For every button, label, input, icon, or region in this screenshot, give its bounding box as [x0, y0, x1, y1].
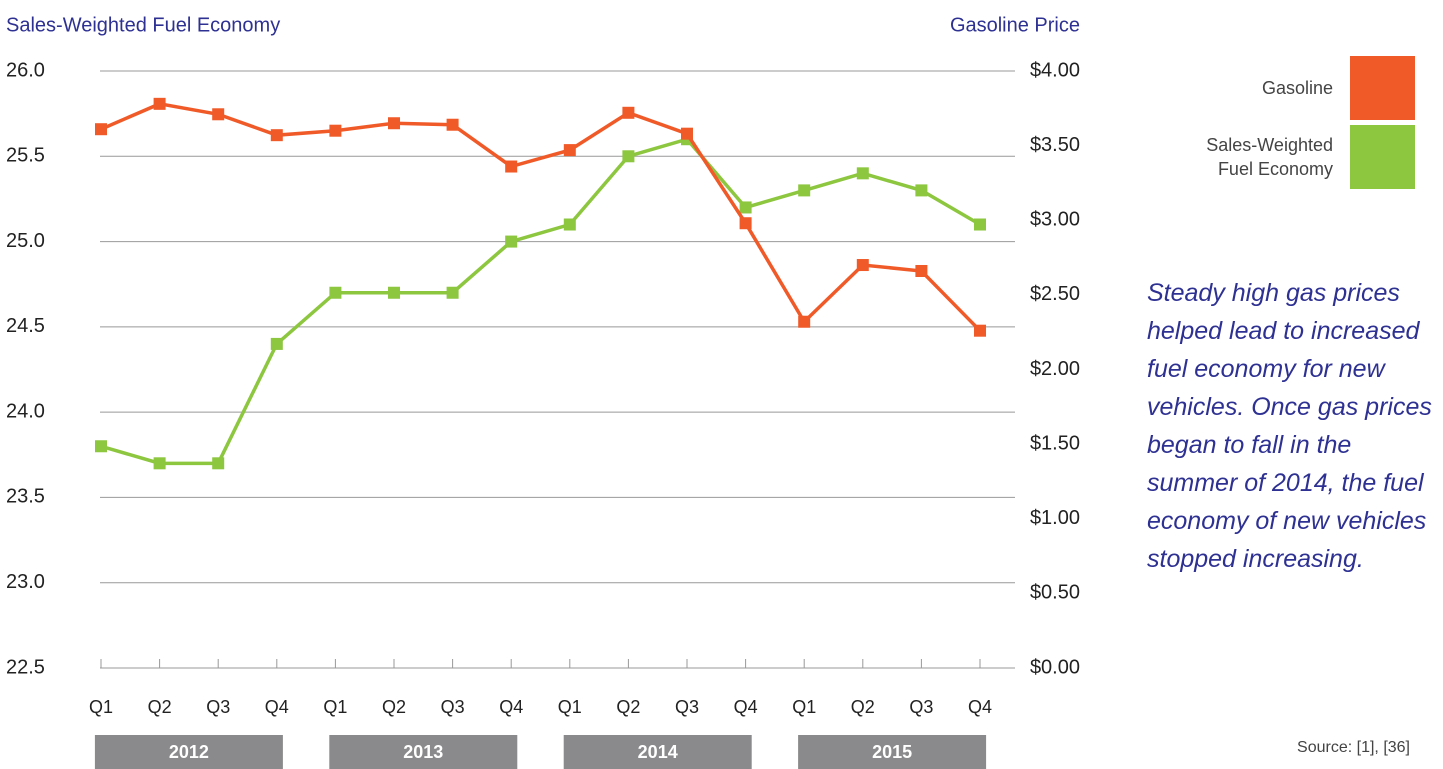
y-tick-label: 23.0 — [6, 571, 45, 593]
x-tick-label: Q1 — [792, 697, 816, 717]
y-tick-label: 24.0 — [6, 400, 45, 422]
point — [798, 315, 811, 328]
point — [563, 144, 576, 157]
x-tick-label: Q3 — [675, 697, 699, 717]
y2-tick-label: $0.00 — [1030, 656, 1080, 678]
x-tick-label: Q4 — [968, 697, 992, 717]
x-tick-label: Q3 — [441, 697, 465, 717]
x-tick-label: Q2 — [148, 697, 172, 717]
y2-tick-label: $1.00 — [1030, 507, 1080, 529]
point — [974, 324, 986, 337]
series-line — [100, 102, 982, 332]
point — [505, 235, 518, 248]
year-box — [329, 735, 518, 769]
point — [270, 129, 283, 142]
year-label: 2013 — [403, 742, 443, 762]
y2-tick-label: $3.50 — [1030, 134, 1080, 156]
y2-axis-title: Gasoline Price — [950, 14, 1080, 36]
year-box — [563, 735, 752, 769]
legend-label: Gasoline — [1261, 78, 1333, 98]
x-tick-label: Q2 — [616, 697, 640, 717]
legend-swatch — [1350, 125, 1415, 189]
y-tick-label: 24.5 — [6, 315, 45, 337]
y-tick-label: 26.0 — [6, 59, 45, 81]
point — [212, 108, 225, 121]
legend-label: Sales-Weighted Fuel Economy — [1206, 135, 1333, 179]
y2-tick-label: $0.50 — [1030, 582, 1080, 604]
point — [212, 457, 225, 470]
x-tick-label: Q1 — [89, 697, 113, 717]
x-tick-label: Q1 — [323, 697, 347, 717]
x-tick-label: Q3 — [909, 697, 933, 717]
x-tick-label: Q2 — [382, 697, 406, 717]
point — [270, 337, 283, 350]
point — [388, 117, 400, 130]
point — [622, 106, 635, 119]
y2-tick-label: $3.00 — [1030, 209, 1080, 231]
x-tick-label: Q1 — [558, 697, 582, 717]
point — [329, 286, 342, 299]
point — [388, 286, 400, 299]
y-axis-title: Sales-Weighted Fuel Economy — [6, 14, 280, 36]
x-tick-label: Q3 — [206, 697, 230, 717]
x-tick-label: Q4 — [499, 697, 523, 717]
y-tick-label: 22.5 — [6, 656, 45, 678]
point — [915, 264, 928, 277]
source: Source: [1], [36] — [1297, 739, 1410, 756]
year-label: 2015 — [872, 742, 912, 762]
x-tick-label: Q2 — [851, 697, 875, 717]
point — [915, 184, 928, 197]
year-box — [798, 735, 987, 769]
y-tick-label: 25.5 — [6, 145, 45, 167]
annotation: Steady high gas prices helped lead to in… — [1147, 279, 1432, 573]
point — [446, 286, 459, 299]
year-box — [94, 735, 283, 769]
legend-swatch — [1350, 56, 1415, 120]
y2-tick-label: $4.00 — [1030, 59, 1080, 81]
series-line — [100, 137, 981, 466]
y2-tick-label: $2.00 — [1030, 358, 1080, 380]
point — [856, 259, 869, 272]
year-label: 2014 — [638, 742, 678, 762]
x-tick-label: Q4 — [265, 697, 289, 717]
point — [856, 167, 869, 180]
point — [739, 217, 752, 230]
x-tick-label: Q4 — [734, 697, 758, 717]
point — [681, 127, 693, 140]
point — [622, 150, 635, 163]
point — [505, 160, 518, 173]
y-tick-label: 25.0 — [6, 230, 45, 252]
point — [446, 118, 459, 131]
y2-tick-label: $2.50 — [1030, 283, 1080, 305]
y-tick-label: 23.5 — [6, 486, 45, 508]
point — [329, 124, 342, 137]
point — [563, 218, 576, 231]
point — [739, 201, 752, 214]
point — [974, 218, 986, 231]
y2-tick-label: $1.50 — [1030, 432, 1080, 454]
point — [95, 440, 107, 453]
point — [153, 97, 166, 110]
point — [95, 123, 107, 136]
point — [153, 457, 166, 470]
year-label: 2012 — [169, 742, 209, 762]
point — [798, 184, 811, 197]
